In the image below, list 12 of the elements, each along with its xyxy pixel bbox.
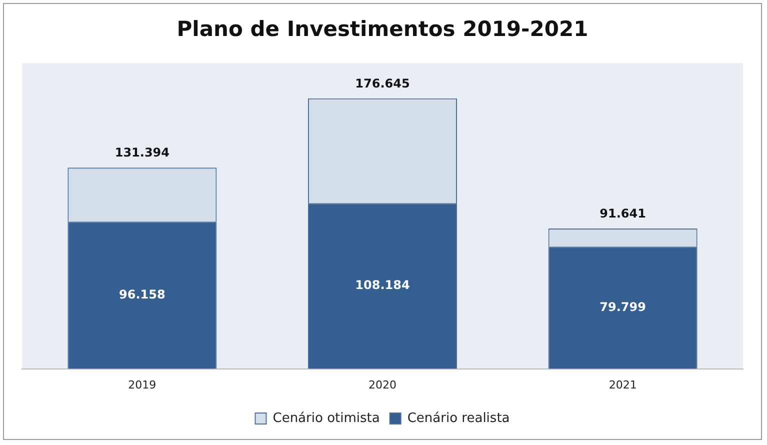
x-tick-label: 2021 (608, 378, 637, 392)
legend-label: Cenário realista (407, 410, 510, 426)
total-label: 176.645 (355, 76, 410, 90)
total-label: 131.394 (114, 146, 170, 160)
legend-label: Cenário otimista (272, 410, 380, 426)
data-label: 108.184 (355, 278, 410, 292)
x-tick-label: 2020 (368, 378, 396, 392)
data-label: 96.158 (119, 287, 166, 302)
total-label: 91.641 (600, 206, 646, 221)
data-label: 79.799 (600, 300, 646, 314)
x-tick-label: 2019 (128, 378, 156, 392)
chart-title: Plano de Investimentos 2019-2021 (176, 17, 588, 42)
